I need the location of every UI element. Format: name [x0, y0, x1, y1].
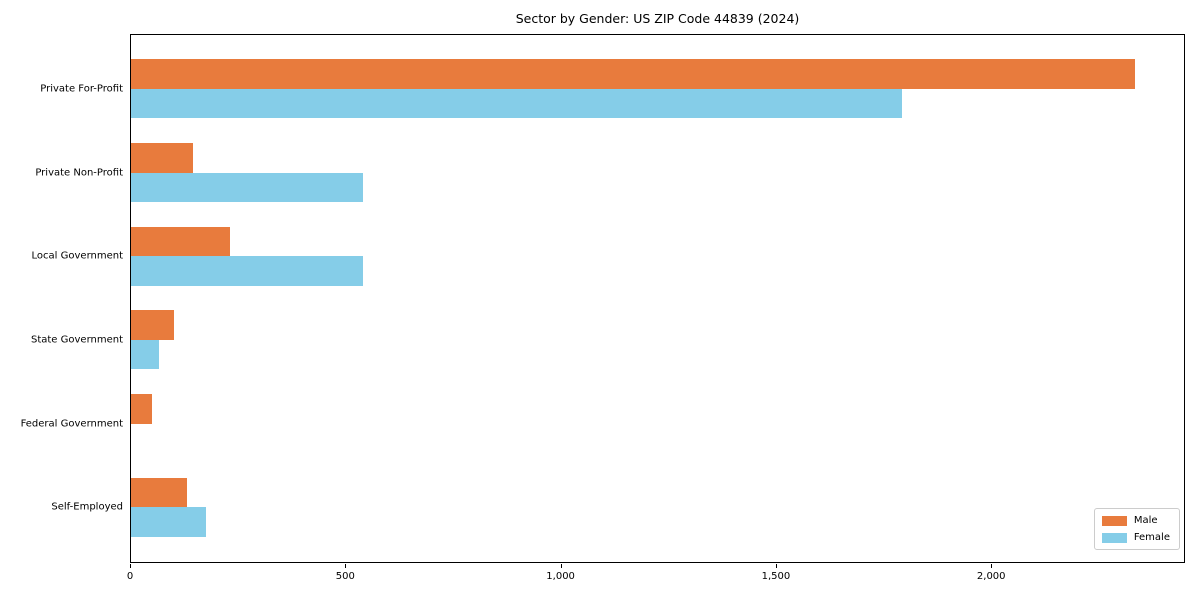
- bar-male: [131, 477, 187, 508]
- x-axis-tick: [560, 564, 562, 568]
- bar-female: [131, 339, 159, 370]
- x-axis-tick-label: 0: [126, 571, 134, 582]
- bar-group: Federal Government: [21, 382, 1184, 466]
- category-label: Private Non-Profit: [35, 167, 123, 178]
- bar-male: [131, 143, 194, 173]
- legend-label: Male: [1133, 515, 1158, 526]
- x-axis-tick-label: 1,500: [761, 571, 791, 582]
- bar-male: [131, 394, 152, 424]
- x-axis-tick: [130, 564, 131, 568]
- x-axis-tick-label: 2,000: [976, 571, 1006, 582]
- legend-item-male: Male: [1101, 515, 1170, 526]
- x-axis-tick-label: 1,000: [546, 571, 575, 582]
- x-axis-tick: [775, 564, 777, 568]
- legend-label: Female: [1133, 532, 1170, 543]
- chart-title: Sector by Gender: US ZIP Code 44839 (202…: [515, 11, 800, 26]
- bar-female: [131, 88, 903, 119]
- category-label: Self-Employed: [51, 501, 123, 513]
- category-label: Private For-Profit: [40, 83, 123, 95]
- bar-group: Private Non-Profit: [35, 131, 1184, 215]
- bar-male: [131, 59, 1135, 89]
- legend: Male Female: [1093, 508, 1180, 550]
- bar-female: [131, 172, 364, 202]
- plot-area: Private For-Profit Private Non-Profit Loca…: [21, 34, 1185, 563]
- bar-male: [131, 226, 230, 257]
- bar-group: State Government: [31, 298, 1184, 382]
- bar-group: Private For-Profit: [40, 47, 1184, 131]
- category-label: State Government: [30, 334, 123, 346]
- legend-swatch-male: [1101, 515, 1127, 526]
- bar-group: Local Government: [32, 214, 1184, 298]
- x-axis-tick: [991, 564, 993, 568]
- category-label: Federal Government: [20, 418, 123, 430]
- category-label: Local Government: [31, 250, 123, 262]
- legend-swatch-female: [1101, 532, 1127, 543]
- x-axis-tick-label: 500: [335, 571, 355, 582]
- bar-female: [131, 256, 364, 286]
- bar-group: Self-Employed: [51, 465, 1184, 549]
- bar-male: [131, 310, 174, 340]
- bar-female: [131, 507, 207, 537]
- legend-item-female: Female: [1101, 532, 1170, 543]
- x-axis-tick: [345, 564, 347, 568]
